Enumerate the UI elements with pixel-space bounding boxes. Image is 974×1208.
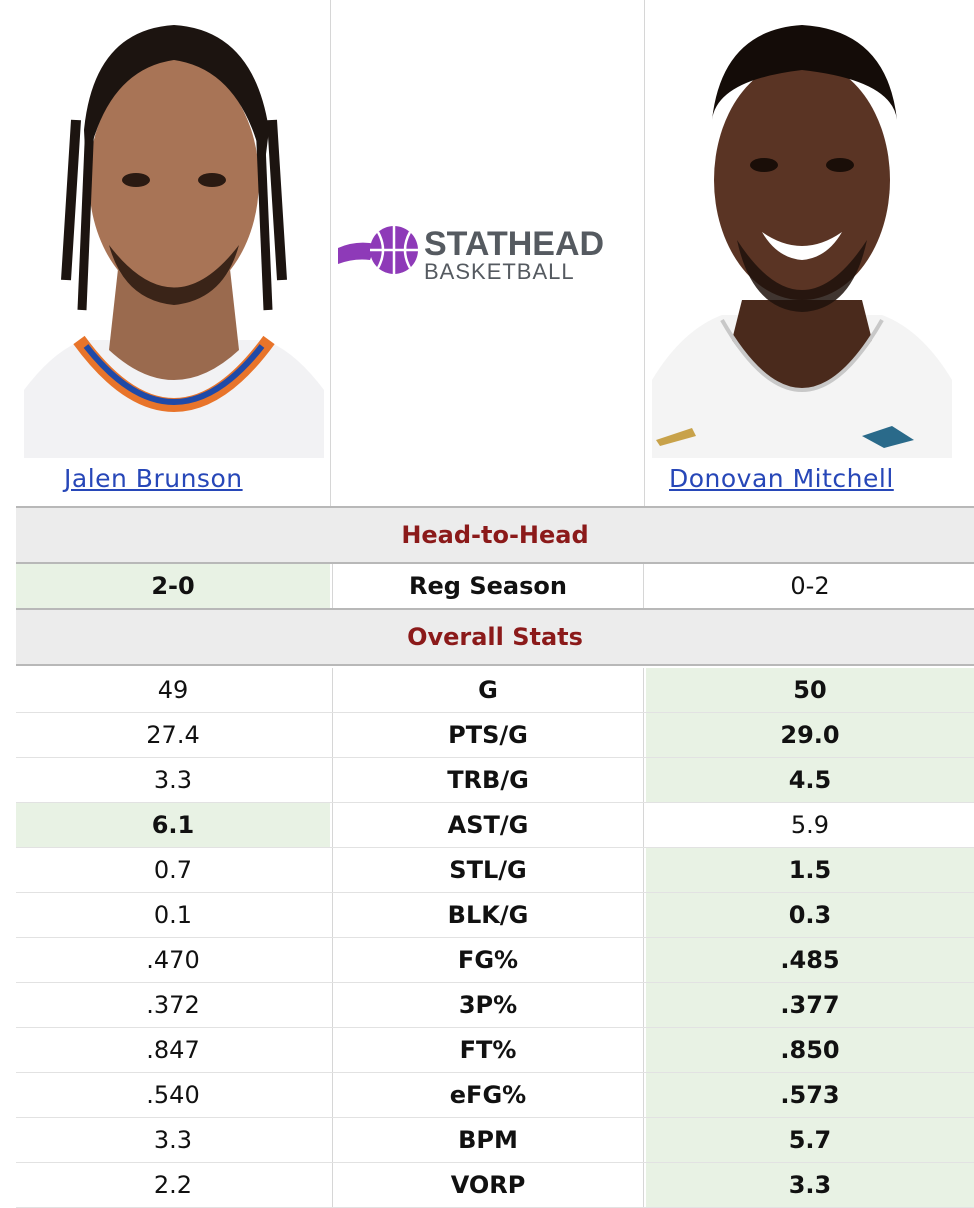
stat-label: 3P% [332,983,644,1027]
stat-label: TRB/G [332,758,644,802]
stat-left-value: 2.2 [153,1171,193,1199]
table-row: .847 FT% .850 [16,1028,974,1073]
table-row: 2.2 VORP 3.3 [16,1163,974,1208]
table-row: 27.4 PTS/G 29.0 [16,713,974,758]
stat-right-value: .850 [646,1028,974,1072]
stat-right-value: 29.0 [646,713,974,757]
stat-right-value: 50 [646,668,974,712]
stat-right-value: .573 [646,1073,974,1117]
stat-label: VORP [332,1163,644,1207]
stat-right-value: 3.3 [646,1163,974,1207]
stat-left-value: 0.7 [153,856,193,884]
section-title: Overall Stats [407,623,583,651]
stathead-logo: STATHEAD BASKETBALL [336,222,636,288]
logo-text-sub: BASKETBALL [424,259,575,284]
table-row: 3.3 TRB/G 4.5 [16,758,974,803]
table-row: .540 eFG% .573 [16,1073,974,1118]
table-row: 6.1 AST/G 5.9 [16,803,974,848]
stat-left-value: .847 [146,1036,200,1064]
stat-label: BPM [332,1118,644,1162]
stat-left-value: 3.3 [153,766,193,794]
stat-label: AST/G [332,803,644,847]
stat-label: FG% [332,938,644,982]
stat-label: FT% [332,1028,644,1072]
stat-left-value: 49 [157,676,189,704]
stat-label: BLK/G [332,893,644,937]
table-row: 49 G 50 [16,668,974,713]
section-header-head-to-head: Head-to-Head [16,506,974,564]
comparison-table: Jalen Brunson STATHEAD BASKETBALL Donova… [16,0,974,1208]
h2h-left-value: 2-0 [16,564,330,608]
table-row: .470 FG% .485 [16,938,974,983]
player-link-left[interactable]: Jalen Brunson [64,464,243,493]
logo-swoosh-icon [338,242,376,264]
stat-label: STL/G [332,848,644,892]
stat-label: eFG% [332,1073,644,1117]
stat-label: PTS/G [332,713,644,757]
table-row: 2-0 Reg Season 0-2 [16,564,974,609]
stat-right-value: .485 [646,938,974,982]
stat-right-value: 4.5 [646,758,974,802]
section-header-overall-stats: Overall Stats [16,608,974,666]
stat-right-value: 1.5 [646,848,974,892]
player-photo-left [24,10,324,458]
stat-label: G [332,668,644,712]
section-title: Head-to-Head [401,521,589,549]
table-row: 3.3 BPM 5.7 [16,1118,974,1163]
player-photo-right [652,10,952,458]
table-row: 0.1 BLK/G 0.3 [16,893,974,938]
stat-left-value: 6.1 [16,803,330,847]
h2h-right-value: 0-2 [790,572,830,600]
stat-left-value: .372 [146,991,200,1019]
stat-right-value: .377 [646,983,974,1027]
stat-left-value: 27.4 [146,721,200,749]
h2h-label: Reg Season [332,564,644,608]
stat-left-value: .540 [146,1081,200,1109]
column-divider [644,0,645,506]
stat-right-value: 5.9 [790,811,830,839]
table-row: .372 3P% .377 [16,983,974,1028]
column-divider [330,0,331,506]
stat-right-value: 5.7 [646,1118,974,1162]
table-row: 0.7 STL/G 1.5 [16,848,974,893]
logo-text-main: STATHEAD [424,225,604,263]
player-link-right[interactable]: Donovan Mitchell [669,464,894,493]
stat-left-value: .470 [146,946,200,974]
stat-right-value: 0.3 [646,893,974,937]
stat-left-value: 0.1 [153,901,193,929]
stat-left-value: 3.3 [153,1126,193,1154]
